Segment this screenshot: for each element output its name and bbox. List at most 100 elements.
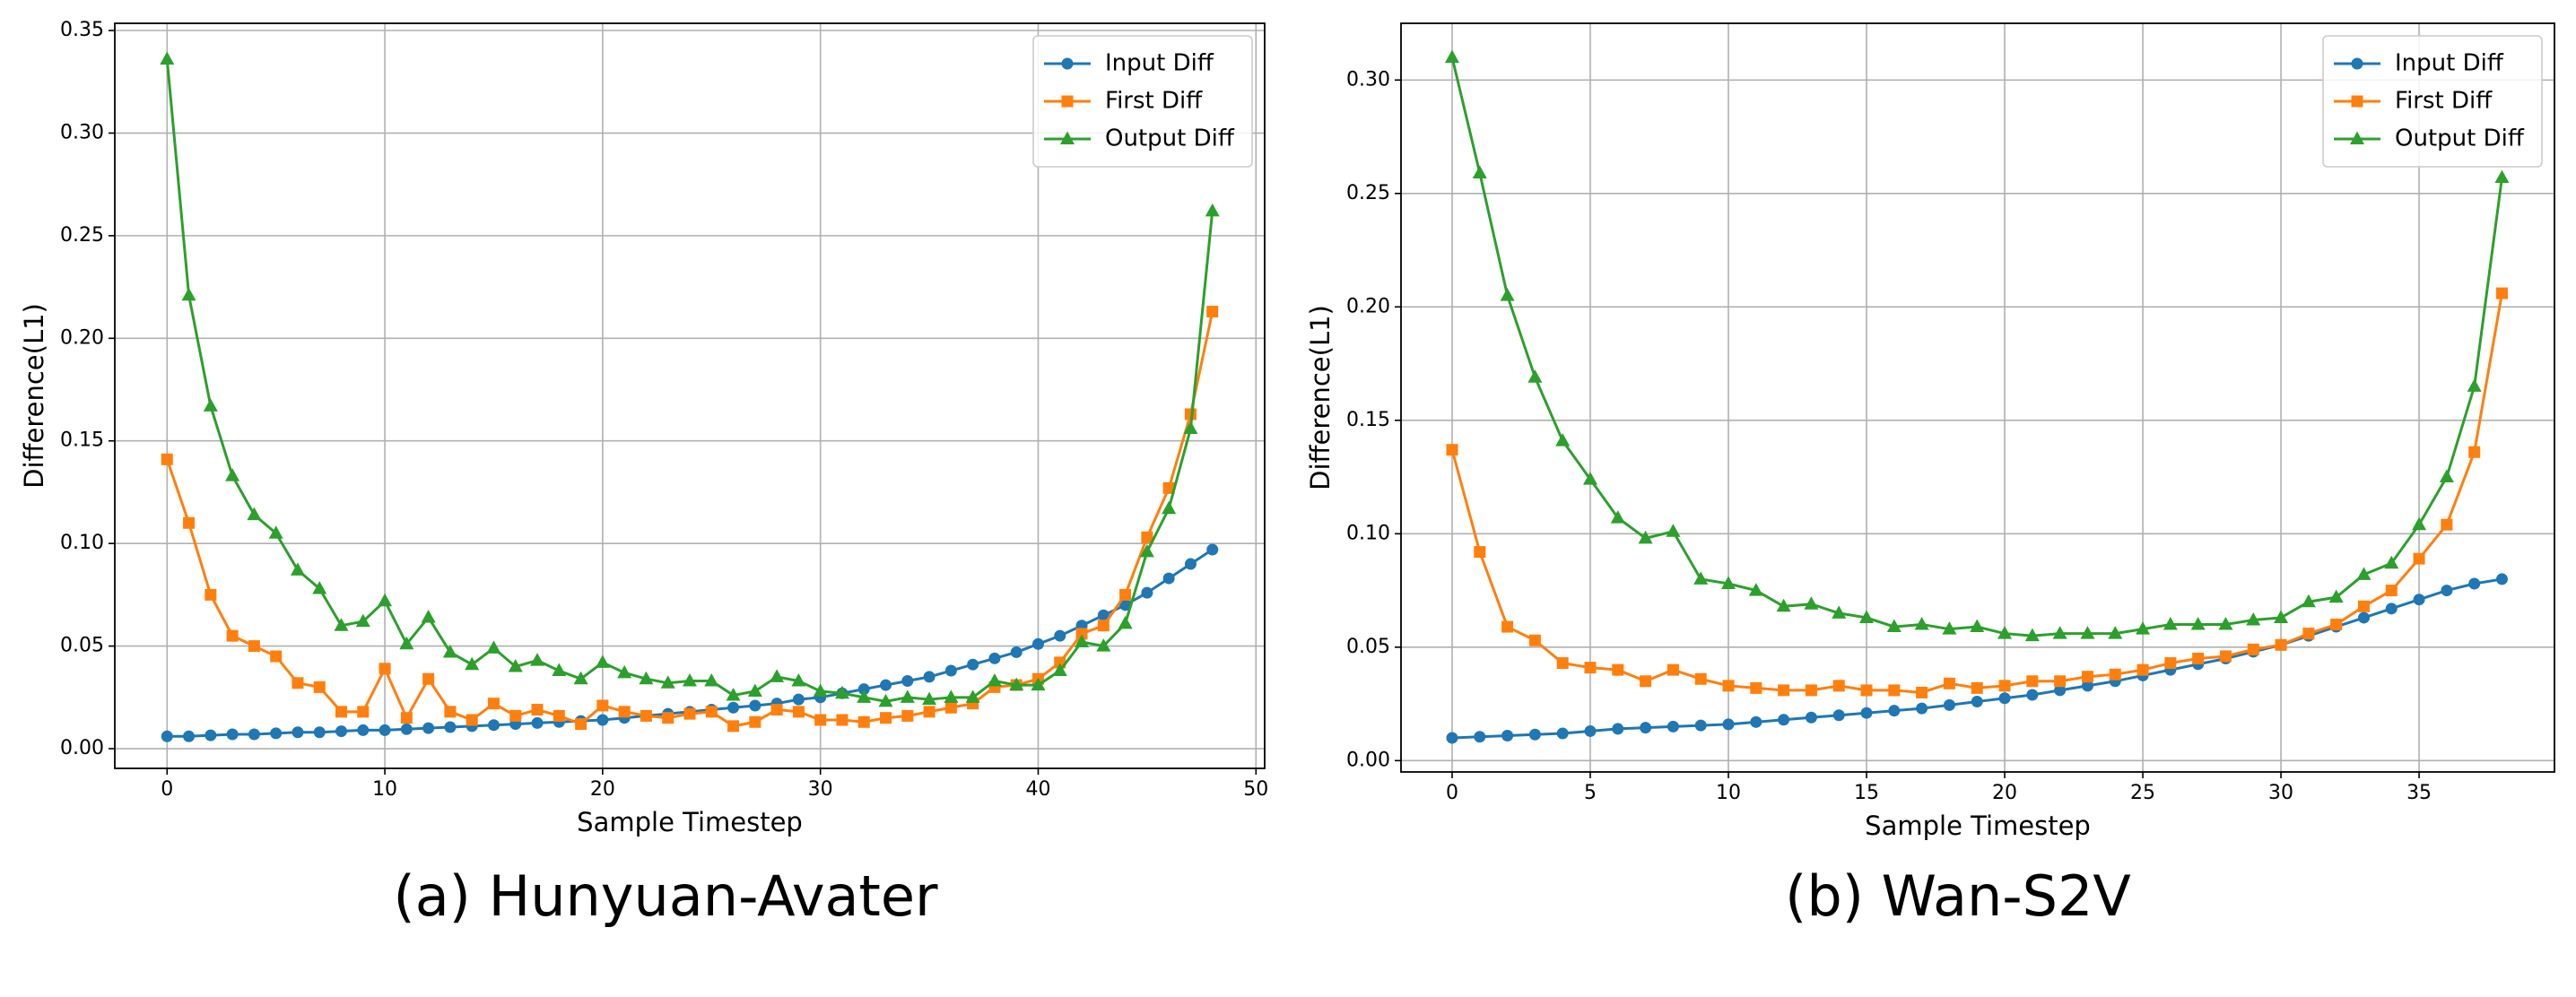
y-tick-label: 0.30 xyxy=(1346,68,1390,91)
marker xyxy=(1118,615,1133,629)
y-tick-label: 0.00 xyxy=(1346,749,1390,771)
x-tick-label: 20 xyxy=(590,778,615,801)
marker xyxy=(1052,663,1067,677)
marker xyxy=(880,679,892,691)
marker xyxy=(508,658,523,672)
marker xyxy=(770,704,783,716)
legend-label: First Diff xyxy=(2395,88,2493,115)
marker xyxy=(2192,652,2205,664)
marker xyxy=(1750,681,1762,694)
marker xyxy=(247,507,262,521)
marker xyxy=(1888,684,1901,697)
marker xyxy=(1061,95,1074,108)
x-tick-label: 20 xyxy=(1992,782,2017,804)
marker xyxy=(1805,711,1817,724)
marker xyxy=(573,671,588,685)
marker xyxy=(2026,689,2039,701)
marker xyxy=(1860,684,1873,697)
marker xyxy=(2080,626,2095,639)
marker xyxy=(1500,288,1515,301)
marker xyxy=(1640,722,1652,734)
x-tick-label: 5 xyxy=(1584,782,1597,804)
marker xyxy=(2246,611,2261,626)
marker xyxy=(270,727,283,740)
marker xyxy=(444,706,457,718)
legend-label: Output Diff xyxy=(2395,126,2525,152)
marker xyxy=(1556,727,1569,740)
marker xyxy=(1206,306,1219,318)
marker xyxy=(2052,626,2067,639)
marker xyxy=(2351,95,2363,108)
caption: (b) Wan-S2V xyxy=(1785,863,2131,929)
marker xyxy=(596,714,609,726)
marker xyxy=(595,655,610,668)
y-tick-label: 0.10 xyxy=(1346,522,1390,544)
marker xyxy=(857,683,870,696)
marker xyxy=(2081,680,2093,692)
marker xyxy=(1914,617,1929,630)
marker xyxy=(2468,446,2481,458)
x-tick-label: 50 xyxy=(1243,778,1268,801)
marker xyxy=(1776,598,1791,612)
marker xyxy=(1096,638,1111,652)
marker xyxy=(1916,702,1928,715)
marker xyxy=(226,728,239,741)
marker xyxy=(749,715,761,728)
marker xyxy=(770,669,785,682)
y-tick-label: 0.10 xyxy=(60,532,104,554)
marker xyxy=(422,672,435,685)
marker xyxy=(1667,720,1679,733)
marker xyxy=(987,673,1002,687)
marker xyxy=(1860,707,1873,719)
legend-label: Output Diff xyxy=(1105,126,1235,152)
marker xyxy=(704,673,719,687)
marker xyxy=(2468,577,2481,590)
marker xyxy=(1075,628,1088,640)
marker xyxy=(183,730,196,742)
marker xyxy=(248,728,260,741)
marker xyxy=(1888,705,1901,717)
marker xyxy=(813,683,828,697)
marker xyxy=(2441,585,2453,597)
marker xyxy=(1886,619,1902,633)
marker xyxy=(2218,617,2233,630)
marker xyxy=(1162,500,1177,515)
marker xyxy=(878,693,893,707)
marker xyxy=(2164,657,2177,670)
x-axis-label: Sample Timestep xyxy=(1865,811,2091,841)
marker xyxy=(1183,420,1198,435)
x-tick-label: 35 xyxy=(2406,782,2432,804)
marker xyxy=(1998,680,2011,692)
y-axis-label: Difference(L1) xyxy=(1305,305,1336,490)
marker xyxy=(596,699,609,712)
marker xyxy=(1584,662,1597,674)
marker xyxy=(2081,671,2093,683)
marker xyxy=(357,706,370,718)
marker xyxy=(1141,586,1153,599)
x-axis-label: Sample Timestep xyxy=(577,807,803,837)
marker xyxy=(1075,634,1090,648)
marker xyxy=(181,287,196,301)
marker xyxy=(486,640,501,654)
marker xyxy=(205,588,217,601)
marker xyxy=(1446,444,1458,456)
marker xyxy=(1527,369,1543,383)
marker xyxy=(1584,724,1597,737)
marker xyxy=(617,664,632,679)
marker xyxy=(1031,677,1046,691)
marker xyxy=(292,726,304,739)
marker xyxy=(2026,675,2039,688)
marker xyxy=(2413,594,2425,606)
marker xyxy=(183,516,196,529)
marker xyxy=(2190,617,2206,630)
marker xyxy=(1943,677,1955,689)
marker xyxy=(290,562,305,576)
marker xyxy=(1916,686,1928,698)
marker xyxy=(857,689,872,703)
legend-label: Input Diff xyxy=(2395,50,2504,77)
marker xyxy=(1528,634,1541,646)
marker xyxy=(270,650,283,663)
marker xyxy=(509,709,522,722)
